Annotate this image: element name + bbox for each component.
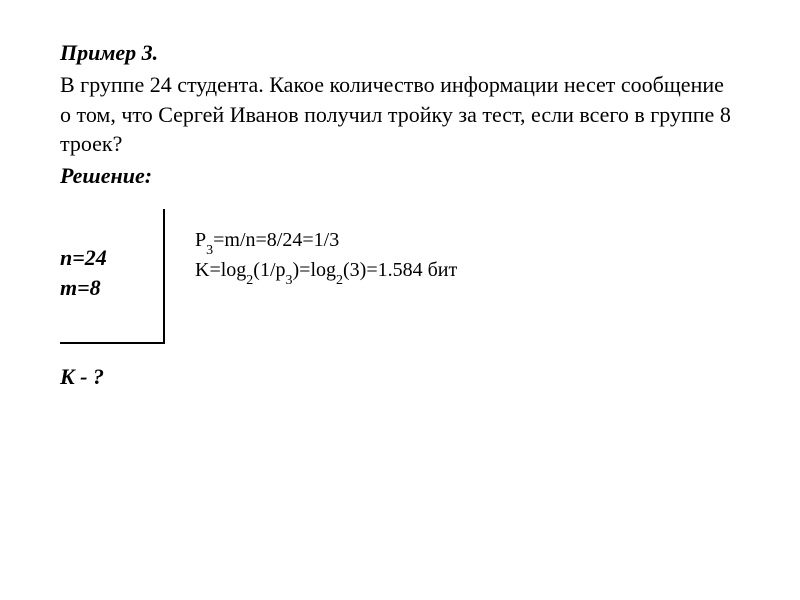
- solution-container: n=24 m=8 K - ? P3=m/n=8/24=1/3 K=log2(1/…: [60, 209, 740, 392]
- solution-label: Решение:: [60, 163, 740, 189]
- calc-sub-1: 3: [206, 243, 213, 258]
- calc-mid-2: )=log: [293, 259, 337, 281]
- example-header: Пример 3.: [60, 40, 740, 66]
- calc-k: K=log: [195, 259, 246, 281]
- calc-rest-1: =m/n=8/24=1/3: [213, 229, 339, 251]
- calc-mid-1: (1/p: [253, 259, 285, 281]
- given-m: m=8: [60, 273, 133, 303]
- given-spacer: [60, 217, 133, 243]
- problem-text: В группе 24 студента. Какое количество и…: [60, 70, 740, 159]
- calc-sub-2c: 2: [336, 273, 343, 288]
- given-n: n=24: [60, 243, 133, 273]
- calc-line-2: K=log2(1/p3)=log2(3)=1.584 бит: [195, 257, 457, 287]
- given-find: K - ?: [60, 362, 165, 392]
- calc-sub-2a: 2: [246, 273, 253, 288]
- calculation-column: P3=m/n=8/24=1/3 K=log2(1/p3)=log2(3)=1.5…: [165, 209, 457, 287]
- calc-end: (3)=1.584 бит: [343, 259, 457, 281]
- calc-line-1: P3=m/n=8/24=1/3: [195, 227, 457, 257]
- calc-p: P: [195, 229, 206, 251]
- calc-sub-2b: 3: [286, 273, 293, 288]
- given-wrapper: n=24 m=8 K - ?: [60, 209, 165, 392]
- given-column: n=24 m=8: [60, 209, 165, 344]
